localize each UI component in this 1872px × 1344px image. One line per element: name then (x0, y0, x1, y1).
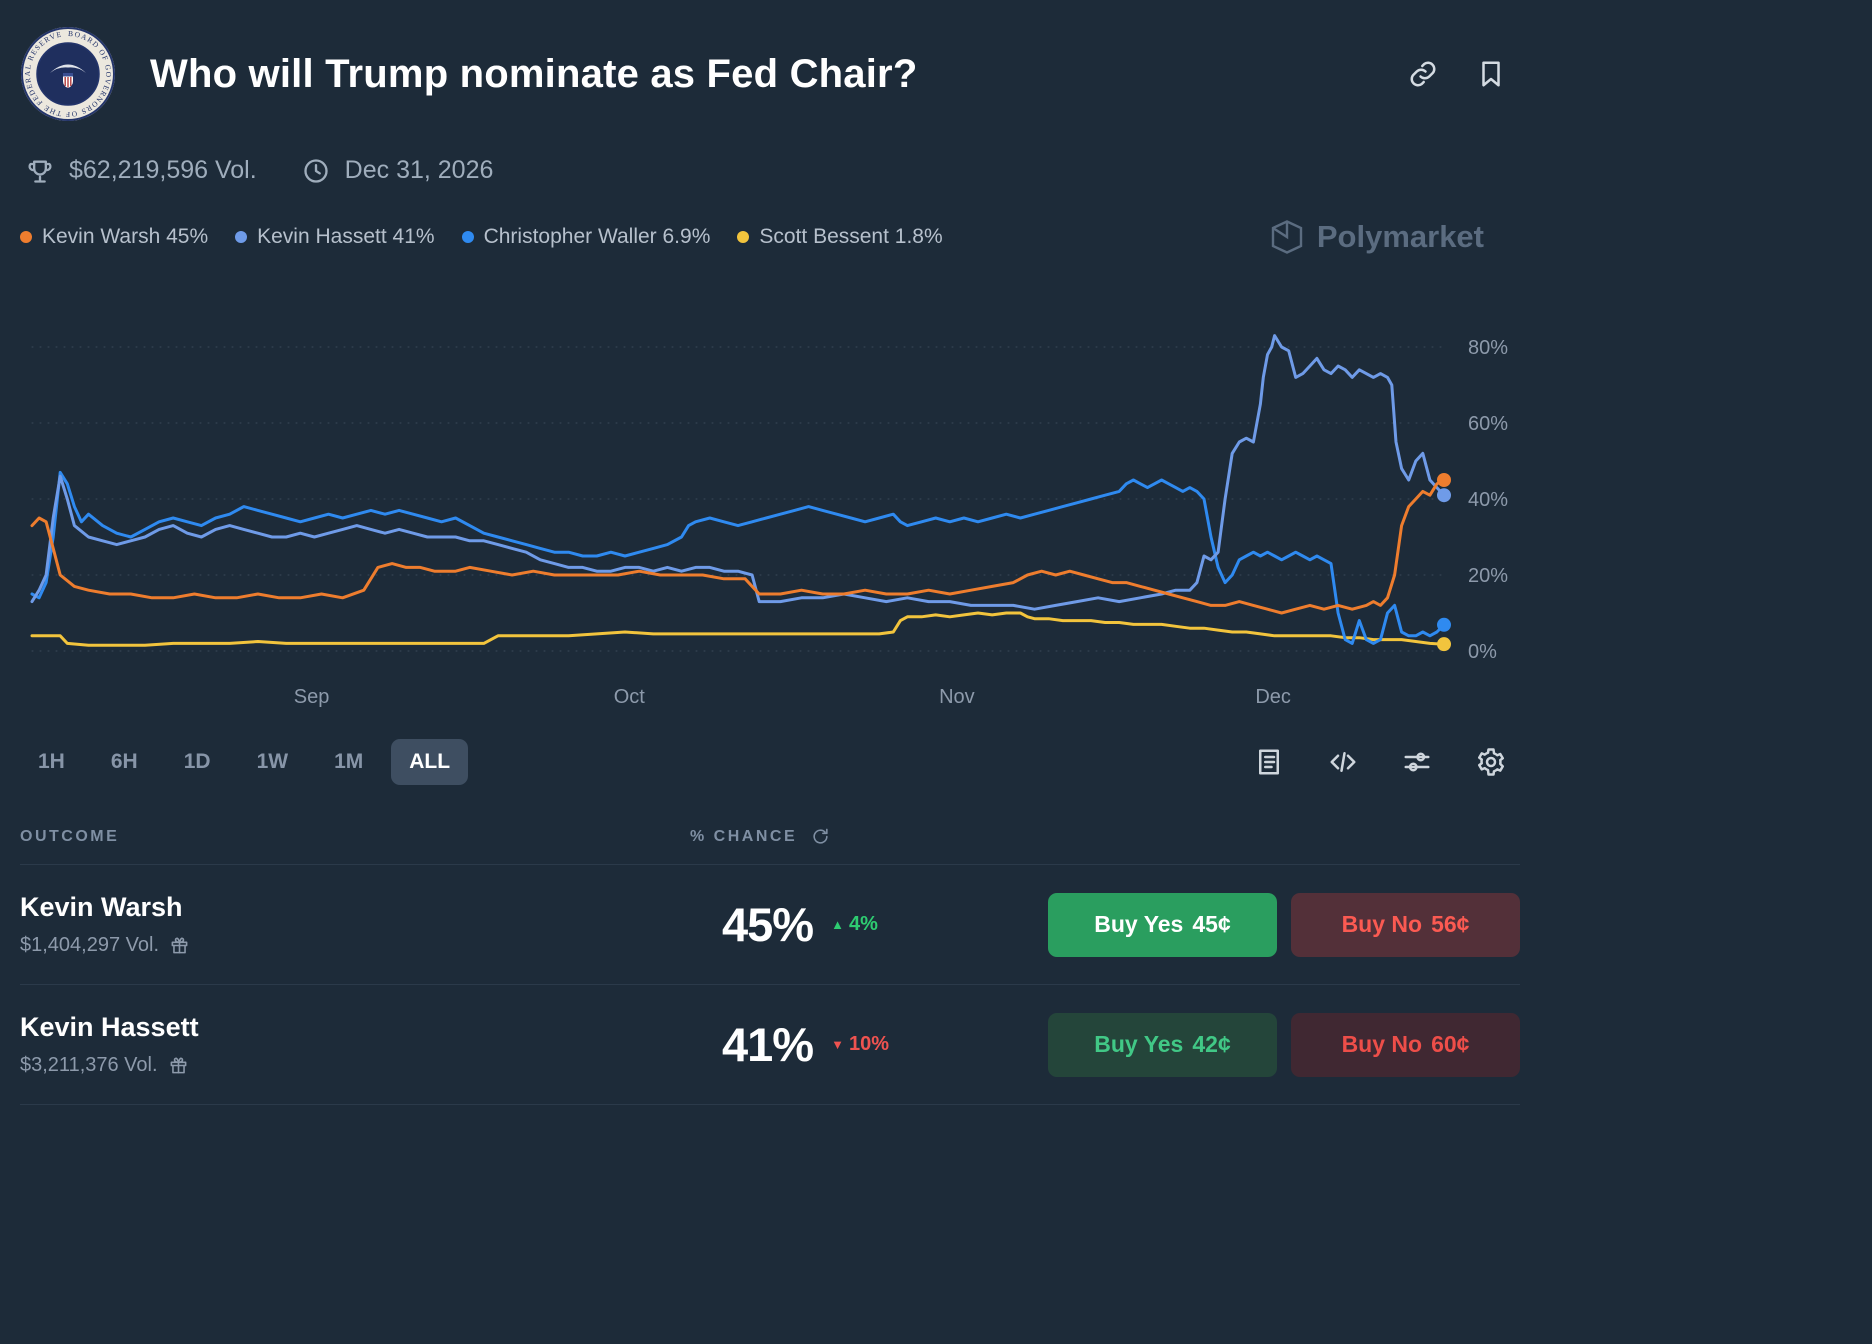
svg-text:20%: 20% (1468, 565, 1508, 587)
range-button-all[interactable]: ALL (391, 739, 469, 785)
price-chart[interactable]: 0% 20% 40% 60% 80% Sep Oct Nov Dec (20, 279, 1520, 719)
svg-text:80%: 80% (1468, 337, 1508, 359)
legend-item-bessent[interactable]: Scott Bessent 1.8% (737, 225, 943, 249)
embed-code-icon[interactable] (1328, 747, 1358, 777)
chance-value: 45% (722, 898, 814, 951)
trophy-icon (28, 160, 52, 183)
up-triangle-icon: ▲ (831, 917, 844, 932)
buy-no-button[interactable]: Buy No 60¢ (1291, 1012, 1520, 1077)
chart-legend: Kevin Warsh 45% Kevin Hassett 41% Christ… (20, 225, 943, 249)
market-stats: $62,219,596 Vol. Dec 31, 2026 (20, 156, 1520, 185)
range-button-1w[interactable]: 1W (239, 739, 307, 785)
gear-icon[interactable] (1476, 747, 1506, 777)
polymarket-logo-icon (1271, 220, 1303, 254)
legend-dot-warsh (20, 231, 32, 243)
table-row-kevin-warsh: Kevin Warsh $1,404,297 Vol. 45% ▲ 4% (20, 865, 1520, 985)
polymarket-watermark: Polymarket (1269, 219, 1520, 255)
clock-icon (304, 158, 328, 183)
page-title: Who will Trump nominate as Fed Chair? (150, 51, 918, 96)
outcomes-table: OUTCOME % CHANCE Kevin Warsh $1,404,297 … (20, 827, 1520, 1105)
chance-change-up: ▲ 4% (831, 913, 878, 935)
buy-no-button[interactable]: Buy No 56¢ (1291, 892, 1520, 957)
svg-text:0%: 0% (1468, 641, 1497, 663)
rules-document-icon[interactable] (1254, 747, 1284, 777)
outcome-volume: $1,404,297 Vol. (20, 934, 160, 956)
buy-yes-button[interactable]: Buy Yes 42¢ (1048, 1012, 1277, 1077)
chance-change-down: ▼ 10% (831, 1033, 889, 1055)
market-header: BOARD OF GOVERNORS OF THE FEDERAL RESERV… (20, 26, 1520, 122)
bookmark-icon[interactable] (1476, 59, 1506, 89)
chart-settings-sliders-icon[interactable] (1402, 747, 1432, 777)
outcome-name[interactable]: Kevin Hassett (20, 1012, 199, 1042)
chart-toolbar: 1H 6H 1D 1W 1M ALL (20, 739, 1520, 785)
table-row-kevin-hassett: Kevin Hassett $3,211,376 Vol. 41% ▼ 10% (20, 985, 1520, 1105)
legend-dot-hassett (235, 231, 248, 243)
svg-text:Sep: Sep (294, 686, 330, 708)
outcome-volume: $3,211,376 Vol. (20, 1054, 158, 1076)
refresh-icon[interactable] (811, 827, 830, 846)
legend-dot-waller (461, 231, 474, 243)
legend-item-waller[interactable]: Christopher Waller 6.9% (461, 225, 710, 249)
chance-value: 41% (722, 1018, 814, 1071)
svg-text:Dec: Dec (1255, 686, 1291, 708)
legend-item-hassett[interactable]: Kevin Hassett 41% (235, 225, 435, 249)
rewards-gift-icon[interactable] (170, 936, 189, 955)
chance-column-header: % CHANCE (690, 827, 798, 845)
seal-eagle (50, 64, 86, 73)
legend-dot-bessent (737, 231, 750, 243)
svg-text:Oct: Oct (614, 686, 646, 708)
range-button-1m[interactable]: 1M (316, 739, 381, 785)
market-page: BOARD OF GOVERNORS OF THE FEDERAL RESERV… (20, 26, 1520, 1105)
svg-text:Nov: Nov (939, 686, 975, 708)
down-triangle-icon: ▼ (831, 1037, 844, 1052)
range-button-6h[interactable]: 6H (93, 739, 156, 785)
legend-item-warsh[interactable]: Kevin Warsh 45% (20, 225, 208, 249)
outcome-name[interactable]: Kevin Warsh (20, 892, 183, 922)
svg-text:60%: 60% (1468, 413, 1508, 435)
end-date: Dec 31, 2026 (344, 156, 494, 184)
outcome-column-header: OUTCOME (20, 827, 120, 845)
rewards-gift-icon[interactable] (169, 1056, 188, 1075)
fed-seal-logo: BOARD OF GOVERNORS OF THE FEDERAL RESERV… (20, 26, 115, 121)
buy-yes-button[interactable]: Buy Yes 45¢ (1048, 892, 1277, 957)
svg-text:40%: 40% (1468, 489, 1508, 511)
range-button-1d[interactable]: 1D (166, 739, 229, 785)
range-button-1h[interactable]: 1H (20, 739, 83, 785)
volume-total: $62,219,596 Vol. (69, 156, 257, 184)
copy-link-icon[interactable] (1408, 59, 1438, 89)
